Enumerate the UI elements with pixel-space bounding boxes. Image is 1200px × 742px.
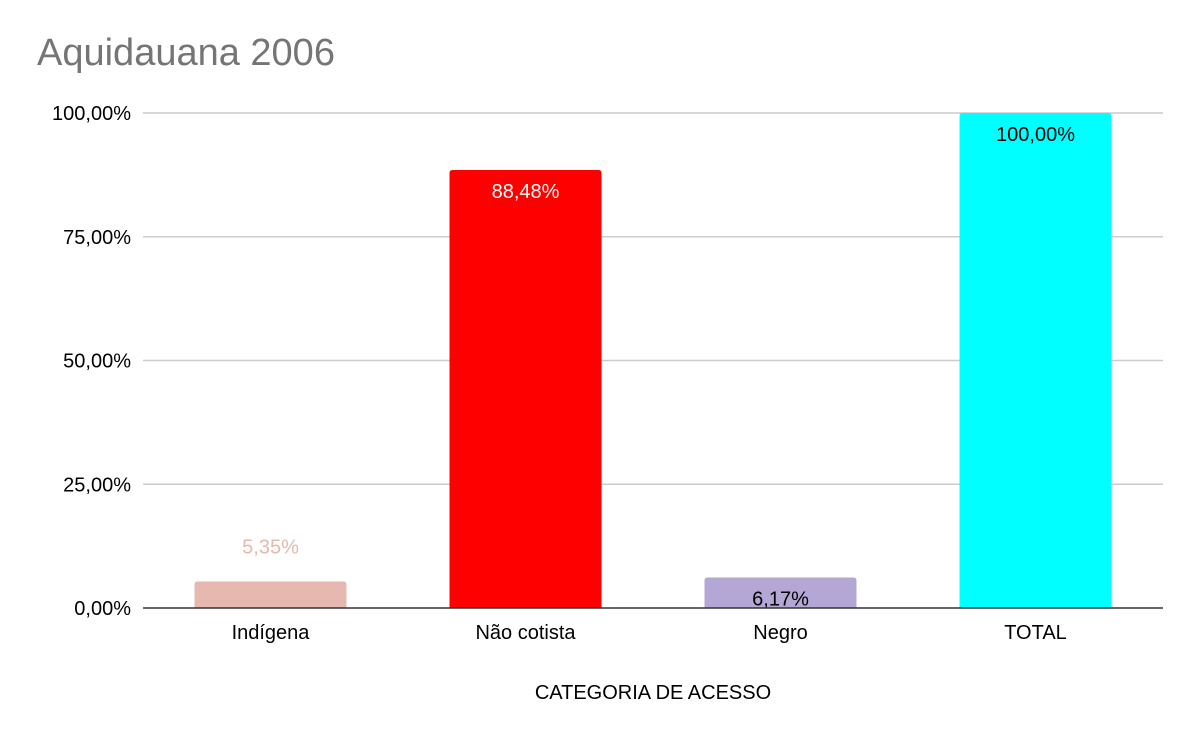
x-tick-label: Negro — [753, 622, 807, 644]
y-axis-ticks: 0,00% 25,00% 50,00% 75,00% 100,00% — [52, 103, 131, 620]
bar — [449, 170, 602, 609]
bars — [194, 113, 1112, 609]
x-tick-label: Não cotista — [475, 622, 576, 644]
y-tick-label: 50,00% — [63, 351, 131, 373]
chart-title: Aquidauana 2006 — [37, 32, 335, 74]
x-axis-label: CATEGORIA DE ACESSO — [535, 682, 771, 704]
x-tick-label: TOTAL — [1004, 622, 1067, 644]
y-tick-label: 0,00% — [74, 598, 131, 620]
y-tick-label: 75,00% — [63, 227, 131, 249]
data-label: 6,17% — [752, 588, 809, 610]
data-label: 88,48% — [492, 181, 560, 203]
data-labels: 5,35% 88,48% 6,17% 100,00% — [242, 124, 1075, 610]
y-tick-label: 100,00% — [52, 103, 131, 125]
data-label: 5,35% — [242, 537, 299, 559]
data-label: 100,00% — [996, 124, 1075, 146]
x-tick-label: Indígena — [232, 622, 311, 644]
y-tick-label: 25,00% — [63, 474, 131, 496]
bar — [194, 581, 347, 608]
x-axis-ticks: Indígena Não cotista Negro TOTAL — [232, 622, 1067, 644]
bar — [959, 113, 1112, 608]
bar — [704, 577, 857, 608]
